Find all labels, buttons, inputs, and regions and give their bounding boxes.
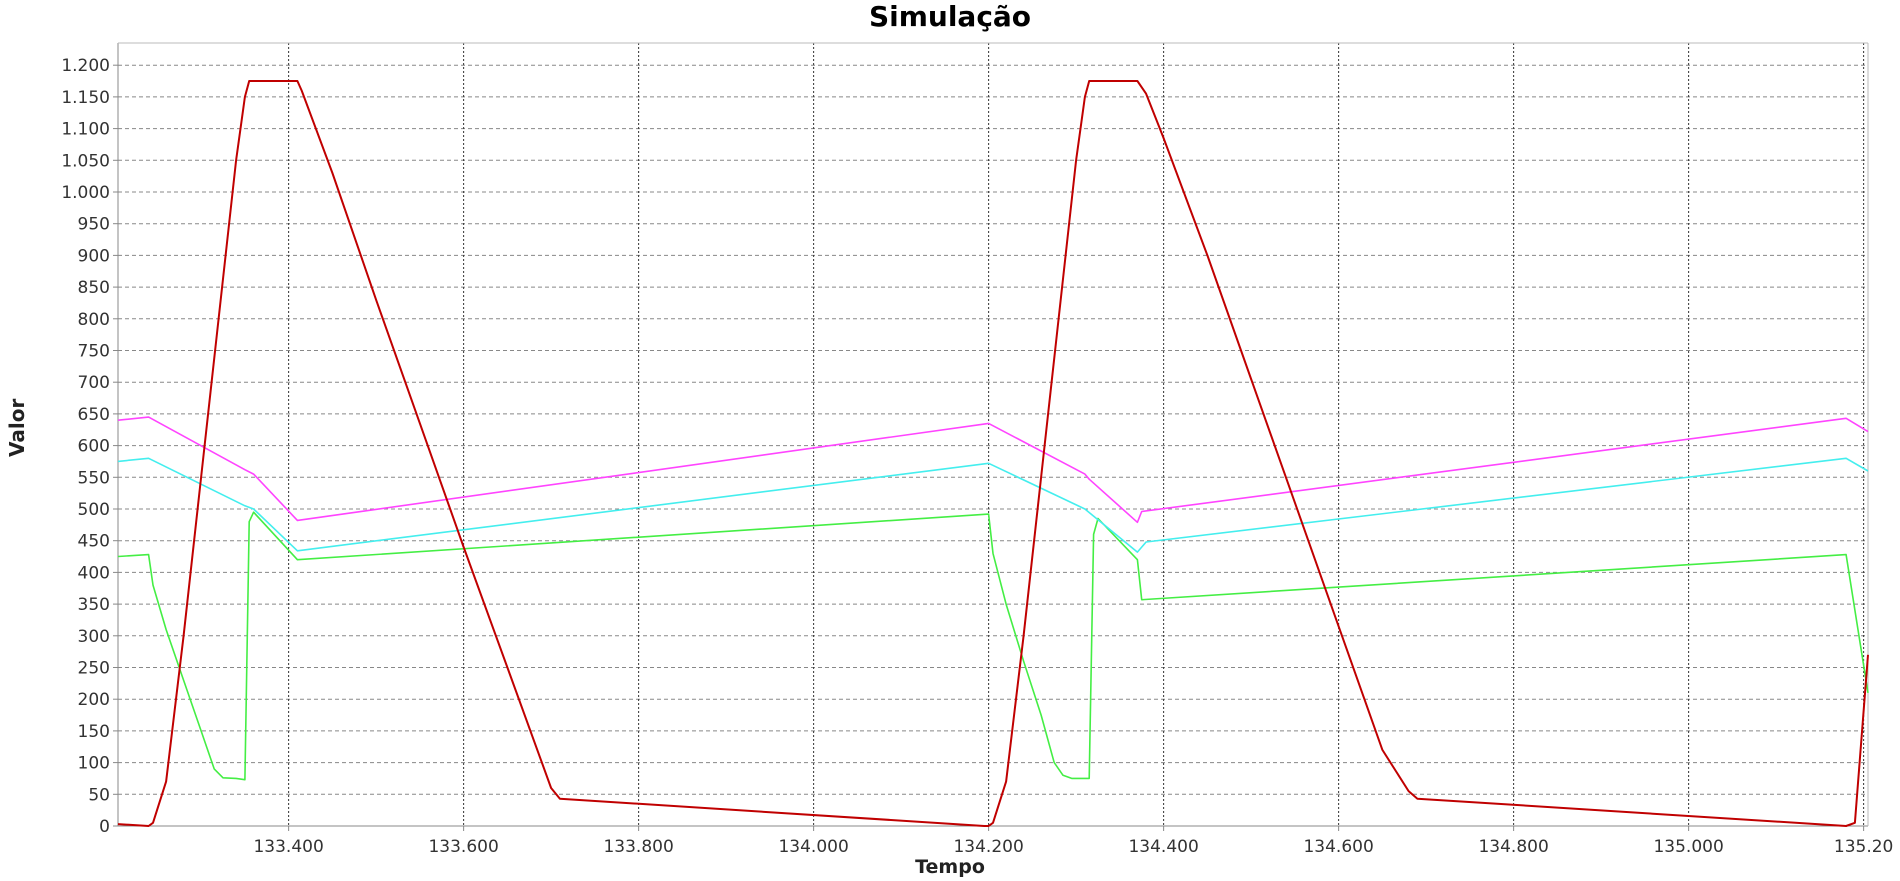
x-axis-label: Tempo <box>915 856 985 878</box>
x-tick-label: 133.400 <box>253 837 323 857</box>
y-tick-label: 150 <box>78 722 110 742</box>
y-tick-label: 650 <box>78 405 110 425</box>
y-tick-label: 0 <box>99 817 110 837</box>
x-tick-label: 135.20 <box>1834 837 1893 857</box>
y-tick-label: 250 <box>78 658 110 678</box>
y-tick-label: 450 <box>78 532 110 552</box>
x-tick-label: 133.600 <box>428 837 498 857</box>
y-tick-label: 100 <box>78 754 110 774</box>
y-tick-label: 950 <box>78 215 110 235</box>
series-line-3 <box>117 457 1869 553</box>
y-tick-label: 500 <box>78 500 110 520</box>
x-tick-label: 133.800 <box>603 837 673 857</box>
chart-title: Simulação <box>868 0 1032 33</box>
y-tick-label: 200 <box>78 690 110 710</box>
series-line-1 <box>117 80 1869 827</box>
y-tick-label: 1.050 <box>61 151 110 171</box>
x-tick-label: 134.600 <box>1303 837 1373 857</box>
y-tick-label: 350 <box>78 595 110 615</box>
x-tick-label: 134.400 <box>1128 837 1198 857</box>
x-tick-label: 134.800 <box>1478 837 1548 857</box>
x-tick-label: 134.200 <box>953 837 1023 857</box>
y-tick-label: 750 <box>78 341 110 361</box>
y-tick-label: 1.000 <box>61 183 110 203</box>
plot-background <box>118 43 1868 826</box>
x-tick-label: 135.000 <box>1653 837 1723 857</box>
y-tick-label: 1.100 <box>61 120 110 140</box>
y-tick-label: 600 <box>78 437 110 457</box>
y-tick-label: 1.200 <box>61 56 110 76</box>
y-tick-label: 1.150 <box>61 88 110 108</box>
y-tick-label: 900 <box>78 246 110 266</box>
series-line-2 <box>117 416 1869 524</box>
y-tick-label: 400 <box>78 563 110 583</box>
y-tick-label: 50 <box>88 785 110 805</box>
y-tick-label: 550 <box>78 468 110 488</box>
y-tick-label: 300 <box>78 627 110 647</box>
x-tick-label: 134.000 <box>778 837 848 857</box>
y-tick-label: 700 <box>78 373 110 393</box>
y-tick-label: 800 <box>78 310 110 330</box>
y-tick-label: 850 <box>78 278 110 298</box>
series-line-4 <box>117 511 1869 781</box>
